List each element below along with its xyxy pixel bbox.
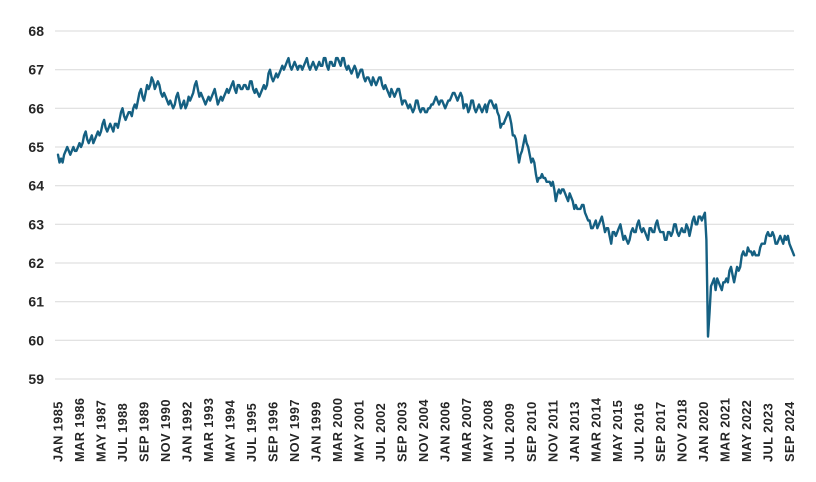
x-axis-tick-label: NOV 2004 bbox=[416, 399, 431, 462]
x-axis-tick-label: MAR 1986 bbox=[72, 398, 87, 462]
y-axis-tick-label: 59 bbox=[28, 371, 44, 387]
x-axis-tick-label: JAN 2013 bbox=[567, 401, 582, 462]
x-axis-tick-label: MAR 2021 bbox=[717, 398, 732, 462]
y-axis-tick-label: 68 bbox=[28, 23, 44, 39]
y-axis-tick-label: 64 bbox=[28, 178, 44, 194]
x-axis-tick-label: MAR 2000 bbox=[330, 398, 345, 462]
x-axis-tick-label: SEP 2017 bbox=[653, 401, 668, 462]
x-axis-tick-label: NOV 1997 bbox=[287, 399, 302, 462]
x-axis-tick-label: MAR 2007 bbox=[459, 398, 474, 462]
x-axis-tick-label: MAY 2001 bbox=[352, 400, 367, 462]
x-axis-tick-label: JUL 2009 bbox=[502, 403, 517, 462]
x-axis-tick-label: JUL 2002 bbox=[373, 403, 388, 462]
y-axis-tick-label: 66 bbox=[28, 100, 44, 116]
x-axis-tick-label: MAY 2022 bbox=[739, 400, 754, 462]
x-axis-tick-label: SEP 2003 bbox=[395, 401, 410, 462]
x-axis-tick-label: SEP 1996 bbox=[266, 401, 281, 462]
x-axis-tick-label: JAN 2020 bbox=[696, 401, 711, 462]
x-axis-tick-label: JUL 1995 bbox=[244, 403, 259, 462]
x-axis-tick-label: NOV 2011 bbox=[545, 400, 560, 462]
x-axis-tick-label: JAN 1992 bbox=[180, 401, 195, 462]
x-axis-tick-label: MAY 2015 bbox=[610, 400, 625, 462]
x-axis-tick-label: JUL 2023 bbox=[760, 403, 775, 462]
data-series-line bbox=[56, 56, 796, 338]
y-axis-tick-label: 62 bbox=[28, 255, 44, 271]
x-axis-tick-label: MAR 1993 bbox=[201, 398, 216, 462]
x-axis-tick-label: MAY 1994 bbox=[223, 399, 238, 462]
y-axis-tick-label: 63 bbox=[28, 216, 44, 232]
x-axis-tick-label: SEP 1989 bbox=[137, 401, 152, 462]
x-axis-tick-label: MAY 2008 bbox=[481, 400, 496, 462]
x-axis-tick-label: NOV 2018 bbox=[674, 399, 689, 462]
y-axis-tick-label: 60 bbox=[28, 332, 44, 348]
x-axis-tick-label: JAN 2006 bbox=[438, 401, 453, 462]
x-axis-tick-label: MAR 2014 bbox=[588, 397, 603, 462]
x-axis-tick-label: SEP 2010 bbox=[524, 401, 539, 462]
x-axis-tick-label: SEP 2024 bbox=[782, 401, 797, 462]
x-axis-tick-label: JUL 2016 bbox=[631, 403, 646, 462]
y-axis-tick-label: 65 bbox=[28, 139, 44, 155]
y-axis-tick-label: 61 bbox=[28, 294, 44, 310]
x-axis-tick-label: JAN 1999 bbox=[309, 401, 324, 462]
x-axis-tick-label: NOV 1990 bbox=[158, 399, 173, 462]
x-axis-tick-label: JAN 1985 bbox=[51, 401, 66, 462]
x-axis-tick-label: MAY 1987 bbox=[94, 400, 109, 462]
y-axis-tick-label: 67 bbox=[28, 62, 44, 78]
x-axis-tick-label: JUL 1988 bbox=[115, 403, 130, 462]
